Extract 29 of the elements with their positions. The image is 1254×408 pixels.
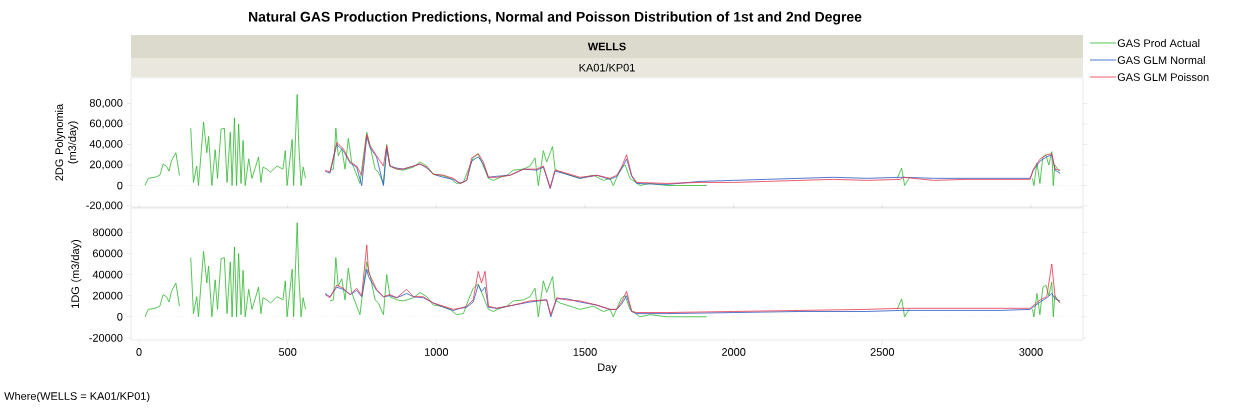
y-tick-label: -20,000 [86,201,123,211]
x-axis-title: Day [598,363,617,374]
y-tick-label: 0 [117,181,123,190]
text: Where(WELLS = KA01/KP01) [4,391,150,403]
legend-label: GAS GLM Normal [1117,55,1205,65]
y-tick-label: 0 [117,312,123,321]
y-tick-label: 40000 [92,270,123,279]
x-tick-label: 1000 [424,348,449,356]
y-tick-label: -20000 [89,334,123,342]
y-tick-label: 20000 [92,291,123,300]
x-tick-label: 2500 [870,348,895,356]
x-tick-label: 1500 [573,348,597,356]
text: WELLS [587,42,626,51]
legend-label: GAS GLM Poisson [1117,72,1209,82]
y-tick-label: 60000 [92,249,123,258]
y-tick-label: 60,000 [89,119,123,129]
y-tick-label: 40,000 [89,140,123,150]
x-tick-label: 2000 [722,348,746,356]
chart-title: Natural GAS Production Predictions, Normal and Poisson Distribution of 1st and 2nd Degree [249,11,862,25]
y-axis-title: 2DG Polynomia (m3/day) [55,103,79,181]
legend-label: GAS Prod Actual [1117,38,1200,48]
text: KA01/KP01 [579,63,635,72]
x-tick-label: 3000 [1019,348,1043,356]
y-tick-label: 20,000 [89,160,123,170]
x-tick-label: 0 [136,348,142,356]
x-tick-label: 500 [278,348,297,356]
y-axis-title: 1DG (m3/day) [71,239,82,308]
y-tick-label: 80000 [92,228,123,237]
y-tick-label: 80,000 [89,99,123,109]
